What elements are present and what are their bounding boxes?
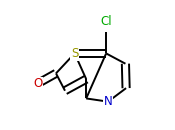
Text: Cl: Cl <box>100 15 112 28</box>
Text: O: O <box>33 77 42 90</box>
Text: N: N <box>104 95 113 108</box>
Text: S: S <box>71 47 78 60</box>
